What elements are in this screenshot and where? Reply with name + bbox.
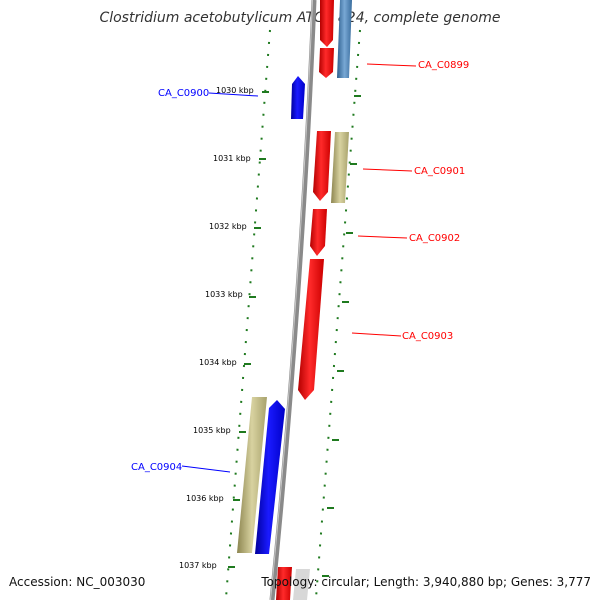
label-ca-c0903[interactable]: CA_C0903: [402, 331, 453, 342]
gene-bottom-red[interactable]: [276, 567, 292, 600]
map-title: Clostridium acetobutylicum ATCC 824, com…: [99, 10, 501, 26]
tick-label-1034: 1034 kbp: [199, 358, 237, 367]
label-ca-c0904[interactable]: CA_C0904: [131, 462, 182, 473]
gene-ca-c0899-steel[interactable]: [337, 0, 352, 78]
gene-ca-c0899[interactable]: [319, 48, 334, 78]
label-ca-c0902[interactable]: CA_C0902: [409, 233, 460, 244]
genome-summary-text: Topology: circular; Length: 3,940,880 bp…: [261, 575, 591, 589]
feature-olive-0901: [331, 132, 349, 203]
tick-label-1036: 1036 kbp: [186, 494, 224, 503]
kbp-ticks: [228, 91, 269, 568]
feature-olive-0904: [237, 397, 267, 553]
label-connectors: [181, 63, 417, 473]
label-ca-c0901[interactable]: CA_C0901: [414, 166, 465, 177]
gene-ca-c0903[interactable]: [298, 259, 324, 400]
tick-label-1030: 1030 kbp: [216, 86, 254, 95]
tick-label-1032: 1032 kbp: [209, 222, 247, 231]
accession-text: Accession: NC_003030: [9, 575, 146, 589]
gene-ca-c0900[interactable]: [291, 76, 305, 119]
tick-label-1031: 1031 kbp: [213, 154, 251, 163]
gene-ca-c0904[interactable]: [255, 400, 285, 554]
right-ticks: [322, 95, 361, 577]
gene-ca-c0902[interactable]: [310, 209, 327, 256]
genome-backbone: [269, 0, 317, 600]
label-ca-c0900[interactable]: CA_C0900: [158, 88, 209, 99]
tick-label-1037: 1037 kbp: [179, 561, 217, 570]
label-ca-c0899[interactable]: CA_C0899: [418, 60, 469, 71]
right-tick-track: [315, 29, 361, 599]
gene-top-red[interactable]: [320, 0, 334, 47]
gene-bottom-gray: [293, 569, 310, 600]
tick-label-1035: 1035 kbp: [193, 426, 231, 435]
tick-label-1033: 1033 kbp: [205, 290, 243, 299]
gene-ca-c0901[interactable]: [313, 131, 331, 201]
